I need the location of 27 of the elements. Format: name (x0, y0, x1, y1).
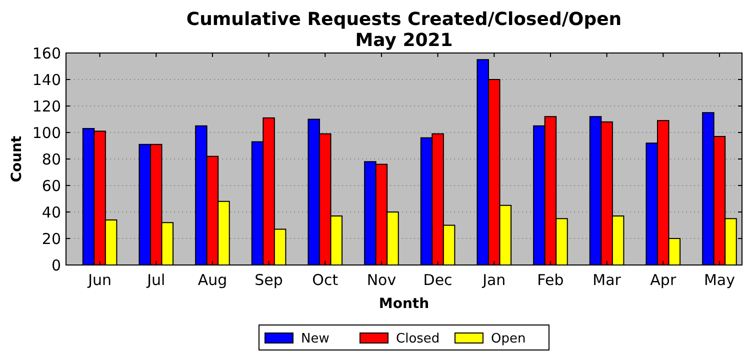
x-tick-label: Apr (650, 271, 677, 289)
x-tick-label: Mar (592, 271, 622, 289)
y-tick-label: 20 (42, 230, 61, 248)
y-tick-label: 0 (51, 256, 61, 274)
legend-label: Open (491, 332, 526, 347)
y-tick-label: 160 (32, 44, 61, 62)
x-tick-label: Aug (198, 271, 228, 289)
legend-label: New (301, 332, 330, 347)
y-tick-label: 120 (32, 97, 61, 116)
y-tick-label: 140 (32, 70, 61, 89)
x-axis-title: Month (378, 296, 430, 312)
chart-title: Cumulative Requests Created/Closed/Open May 2021 (186, 9, 622, 51)
x-tick-label: Nov (366, 271, 396, 289)
y-tick-label: 40 (42, 203, 61, 222)
legend-label: Closed (396, 332, 440, 347)
y-tick-label: 80 (42, 150, 61, 168)
x-tick-label: Jul (146, 271, 166, 289)
x-tick-label: Jun (87, 271, 112, 289)
x-tick-label: Sep (254, 271, 283, 289)
x-tick-label: May (704, 271, 736, 289)
y-tick-label: 100 (32, 124, 61, 142)
x-tick-label: Feb (537, 271, 564, 289)
x-tick-label: Dec (423, 271, 452, 289)
y-tick-label: 60 (42, 176, 61, 195)
x-tick-label: Jan (482, 271, 506, 289)
x-tick-label: Oct (312, 271, 338, 289)
y-axis-title: Count (9, 135, 25, 182)
